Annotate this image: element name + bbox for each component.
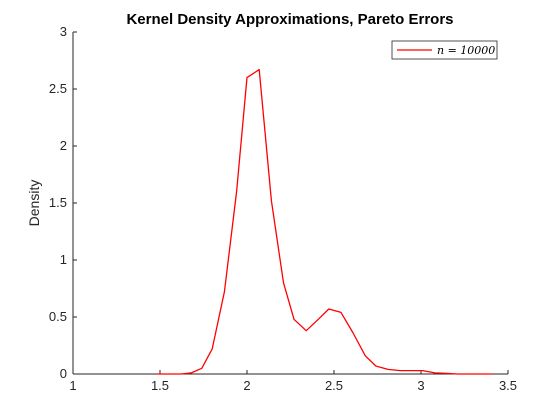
y-tick-label: 0: [60, 366, 67, 381]
y-tick-label: 2: [60, 138, 67, 153]
y-tick-label: 3: [60, 24, 67, 39]
y-tick-label: 1.5: [49, 195, 67, 210]
y-axis-label: Density: [26, 180, 42, 227]
y-tick-label: 1: [60, 252, 67, 267]
density-line: [156, 68, 493, 375]
plot-area: [73, 32, 508, 374]
legend: n = 10000: [391, 40, 498, 60]
chart-title: Kernel Density Approximations, Pareto Er…: [126, 11, 453, 28]
x-tick-label: 3.5: [499, 378, 517, 393]
x-tick-label: 2: [243, 378, 250, 393]
y-tick-label: 0.5: [49, 309, 67, 324]
axes: 1 1.5 2 2.5 3 3.5 0 0.5 1 1.5 2 2.5 3: [49, 24, 517, 393]
legend-label: n = 10000: [437, 44, 495, 57]
legend-box: [391, 40, 498, 60]
x-tick-label: 2.5: [325, 378, 343, 393]
x-tick-label: 1: [69, 378, 76, 393]
x-tick-label: 3: [417, 378, 424, 393]
y-tick-label: 2.5: [49, 81, 67, 96]
series-layer: [156, 68, 493, 375]
x-tick-label: 1.5: [151, 378, 169, 393]
